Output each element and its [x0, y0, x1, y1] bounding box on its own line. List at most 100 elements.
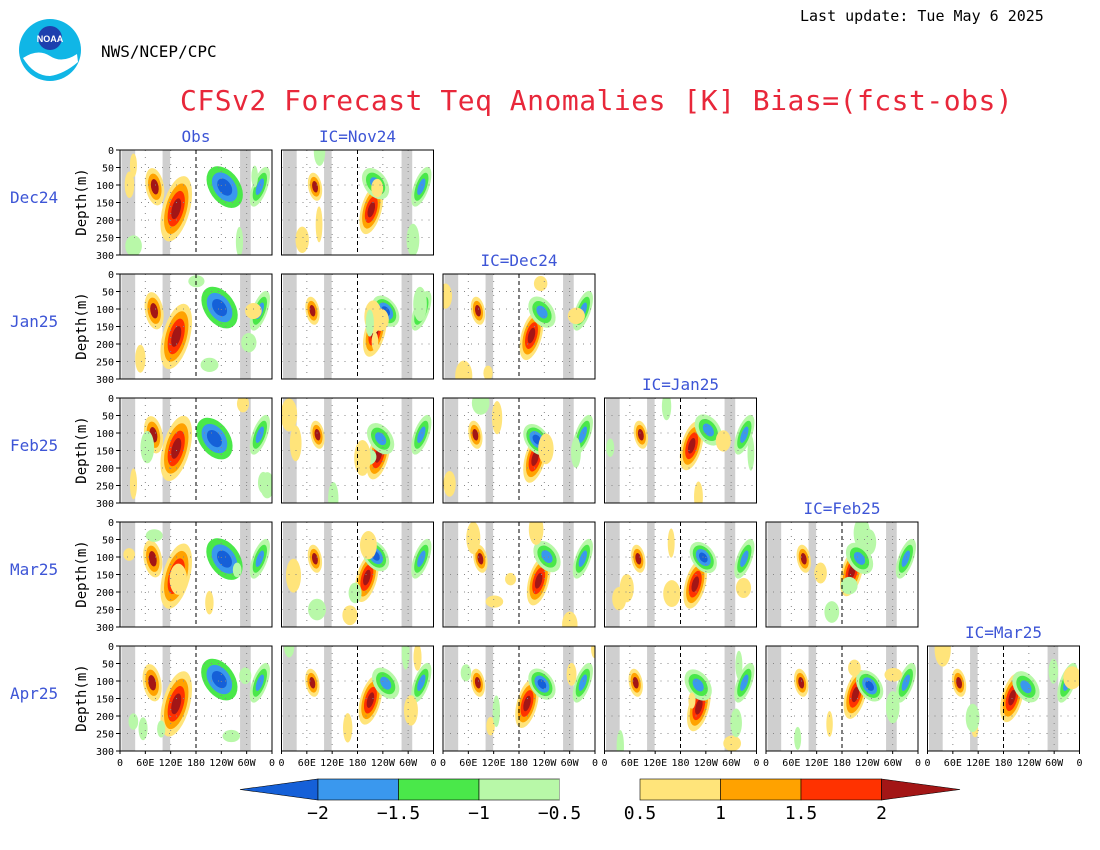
anomaly-contour: [694, 481, 703, 503]
land-mask: [485, 398, 494, 503]
y-axis-label: Depth(m): [74, 416, 90, 483]
anomaly-contour: [485, 595, 504, 608]
anomaly-contour: [216, 550, 232, 568]
colorbar-segment: [559, 779, 640, 800]
anomaly-contour: [533, 275, 548, 292]
anomaly-contour: [735, 577, 752, 599]
anomaly-contour: [814, 562, 827, 584]
anomaly-contour: [483, 365, 493, 379]
anomaly-contour: [315, 206, 323, 243]
x-tick-label: 60E: [298, 758, 316, 769]
land-mask: [886, 522, 897, 627]
x-tick-label: 60W: [561, 758, 580, 769]
heatmap-panel: 0 60E 120E 180 120W 60W 0: [601, 645, 760, 769]
y-axis-label: Depth(m): [74, 168, 90, 235]
anomaly-contour: [619, 574, 634, 603]
anomaly-contour: [417, 674, 426, 691]
anomaly-contour: [245, 302, 262, 320]
anomaly-contour: [255, 426, 265, 443]
y-tick-label: 150: [96, 571, 114, 582]
anomaly-contour: [171, 438, 182, 459]
anomaly-contour: [365, 309, 374, 337]
anomaly-contour: [632, 676, 639, 689]
anomaly-contour: [255, 178, 265, 195]
anomaly-contour: [289, 425, 302, 462]
x-tick-label: 60E: [782, 758, 800, 769]
heatmap-panel: 0 60E 120E 180 120W 60W 0: [440, 645, 598, 769]
land-mask: [970, 646, 978, 751]
anomaly-contour: [443, 470, 456, 497]
colorbar-segment: [398, 778, 480, 801]
x-tick-label: 180: [994, 758, 1012, 769]
anomaly-contour: [232, 562, 242, 578]
anomaly-contour: [135, 344, 146, 373]
anomaly-contour: [723, 735, 742, 751]
anomaly-contour: [145, 529, 163, 542]
x-tick-label: 120W: [1017, 758, 1042, 769]
anomaly-contour: [477, 552, 484, 565]
row-label: Dec24: [10, 188, 58, 207]
heatmap-panel: 0 60E 120E 180 120W 60W 0: [763, 645, 921, 769]
anomaly-contour: [281, 398, 298, 432]
anomaly-contour: [965, 703, 980, 733]
last-update-label: Last update: Tue May 6 2025: [800, 7, 1044, 25]
anomaly-contour: [606, 438, 615, 457]
panel-frame: [442, 397, 596, 504]
land-mask: [240, 150, 251, 255]
anomaly-contour: [740, 674, 749, 691]
land-mask: [724, 522, 736, 627]
anomaly-contour: [492, 695, 501, 728]
colorbar-tick-label: −2: [307, 803, 329, 824]
anomaly-contour: [695, 699, 703, 715]
anomaly-contour: [571, 437, 581, 468]
colorbar-tick-label: 2: [876, 803, 887, 824]
land-mask: [324, 398, 332, 503]
anomaly-contour: [715, 430, 731, 452]
anomaly-contour: [371, 178, 384, 198]
colorbar-arrow-low: [239, 778, 319, 801]
anomaly-contour: [171, 198, 182, 220]
y-tick-label: 150: [96, 447, 114, 458]
anomaly-contour: [157, 720, 166, 738]
panel-frame: [281, 397, 434, 504]
y-tick-label: 100: [96, 553, 114, 564]
heatmap-panel: 0 50 100 150 200 250 300: [96, 270, 273, 386]
anomaly-contour: [241, 332, 257, 353]
land-mask: [563, 522, 574, 627]
x-tick-label: 120W: [371, 758, 396, 769]
heatmap-panel: [281, 149, 434, 256]
y-tick-label: 300: [96, 375, 114, 386]
heatmap-panel: [442, 521, 596, 628]
anomaly-contour: [148, 551, 157, 567]
land-mask: [485, 274, 494, 379]
anomaly-contour: [455, 360, 473, 379]
anomaly-contour: [527, 327, 536, 344]
anomaly-contour: [505, 572, 517, 586]
column-label: IC=Nov24: [319, 127, 396, 146]
column-label: IC=Dec24: [480, 251, 557, 270]
y-tick-label: 200: [96, 464, 114, 475]
heatmap-panel: 0 50 100 150 200 250 300: [96, 394, 273, 510]
anomaly-contour: [171, 326, 182, 347]
x-tick-label: 120E: [966, 758, 990, 769]
column-label: IC=Jan25: [642, 375, 719, 394]
anomaly-contour: [417, 426, 426, 443]
heatmap-panel: 0 50 100 150 200 250 300: [96, 146, 273, 262]
colorbar-tick-label: 1.5: [785, 803, 818, 824]
y-axis-label: Depth(m): [74, 664, 90, 731]
x-tick-label: 60W: [722, 758, 741, 769]
colorbar-segment: [800, 778, 882, 801]
land-mask: [121, 646, 136, 751]
anomaly-contour: [312, 180, 318, 193]
row-label: Feb25: [10, 436, 58, 455]
heatmap-panel: [604, 397, 757, 504]
land-mask: [401, 522, 413, 627]
anomaly-contour: [956, 676, 963, 689]
anomaly-contour: [171, 693, 182, 715]
colorbar-tick-label: 1: [715, 803, 726, 824]
anomaly-contour: [591, 646, 595, 659]
y-tick-label: 50: [102, 288, 114, 299]
heatmap-panel: [442, 273, 596, 380]
anomaly-contour: [934, 646, 951, 667]
anomaly-contour: [222, 729, 241, 743]
